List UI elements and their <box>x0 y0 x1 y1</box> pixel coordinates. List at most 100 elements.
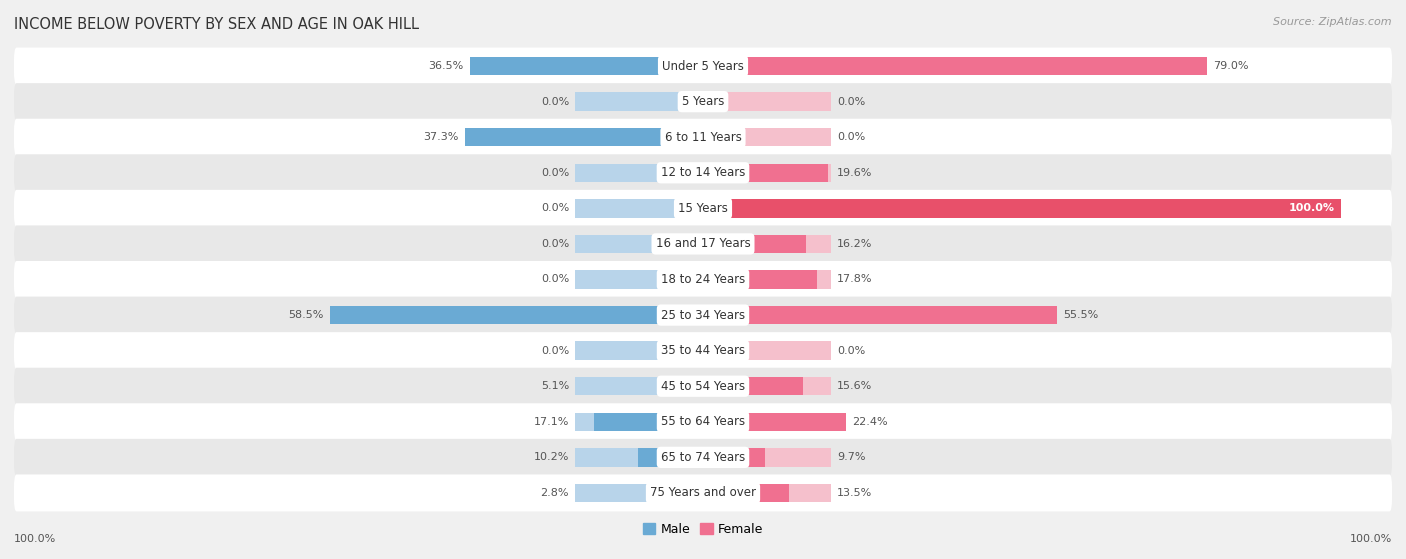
Text: 25 to 34 Years: 25 to 34 Years <box>661 309 745 321</box>
Bar <box>703 448 765 467</box>
Bar <box>703 235 831 253</box>
Text: 5.1%: 5.1% <box>541 381 569 391</box>
Text: 16.2%: 16.2% <box>837 239 872 249</box>
Text: 0.0%: 0.0% <box>541 239 569 249</box>
Bar <box>703 270 817 289</box>
Bar <box>703 235 807 253</box>
Text: 0.0%: 0.0% <box>541 97 569 107</box>
Text: INCOME BELOW POVERTY BY SEX AND AGE IN OAK HILL: INCOME BELOW POVERTY BY SEX AND AGE IN O… <box>14 17 419 32</box>
Bar <box>575 164 703 182</box>
FancyBboxPatch shape <box>14 403 1392 440</box>
Text: 19.6%: 19.6% <box>837 168 872 178</box>
Text: 65 to 74 Years: 65 to 74 Years <box>661 451 745 464</box>
Text: 0.0%: 0.0% <box>541 203 569 214</box>
Text: 55.5%: 55.5% <box>1063 310 1098 320</box>
Text: 13.5%: 13.5% <box>837 488 872 498</box>
Text: 22.4%: 22.4% <box>852 417 889 427</box>
FancyBboxPatch shape <box>14 48 1392 84</box>
Text: 0.0%: 0.0% <box>837 97 865 107</box>
FancyBboxPatch shape <box>14 225 1392 262</box>
FancyBboxPatch shape <box>14 368 1392 405</box>
Text: 15.6%: 15.6% <box>837 381 872 391</box>
Text: 55 to 64 Years: 55 to 64 Years <box>661 415 745 428</box>
Text: 100.0%: 100.0% <box>1350 534 1392 544</box>
FancyBboxPatch shape <box>14 119 1392 156</box>
Text: 35 to 44 Years: 35 to 44 Years <box>661 344 745 357</box>
Bar <box>703 164 828 182</box>
Bar <box>685 484 703 502</box>
Text: 5 Years: 5 Years <box>682 95 724 108</box>
Bar <box>703 342 831 360</box>
Text: Source: ZipAtlas.com: Source: ZipAtlas.com <box>1274 17 1392 27</box>
Text: 0.0%: 0.0% <box>541 274 569 285</box>
Bar <box>703 164 831 182</box>
Text: 37.3%: 37.3% <box>423 132 458 142</box>
Text: 17.8%: 17.8% <box>837 274 873 285</box>
Text: 0.0%: 0.0% <box>541 345 569 356</box>
FancyBboxPatch shape <box>14 297 1392 334</box>
Bar <box>575 199 703 217</box>
Bar <box>470 57 703 75</box>
Text: 12 to 14 Years: 12 to 14 Years <box>661 166 745 179</box>
Bar <box>575 92 703 111</box>
Bar <box>703 377 803 395</box>
Bar <box>575 342 703 360</box>
Text: 79.0%: 79.0% <box>1213 61 1249 71</box>
Bar <box>703 57 1206 75</box>
Text: 17.1%: 17.1% <box>534 417 569 427</box>
Text: 36.5%: 36.5% <box>429 61 464 71</box>
Bar <box>671 377 703 395</box>
Text: 0.0%: 0.0% <box>541 168 569 178</box>
Text: 100.0%: 100.0% <box>1288 203 1334 214</box>
Bar <box>703 413 846 431</box>
Text: 10.2%: 10.2% <box>534 452 569 462</box>
FancyBboxPatch shape <box>14 83 1392 120</box>
FancyBboxPatch shape <box>14 332 1392 369</box>
Bar <box>703 484 789 502</box>
Bar <box>703 270 831 289</box>
Text: 58.5%: 58.5% <box>288 310 323 320</box>
Bar <box>575 306 703 324</box>
Bar <box>575 413 703 431</box>
Bar <box>638 448 703 467</box>
Text: 15 Years: 15 Years <box>678 202 728 215</box>
Bar <box>703 57 831 75</box>
Bar <box>703 484 831 502</box>
Text: 75 Years and over: 75 Years and over <box>650 486 756 499</box>
FancyBboxPatch shape <box>14 190 1392 227</box>
Text: 0.0%: 0.0% <box>837 132 865 142</box>
Text: 100.0%: 100.0% <box>14 534 56 544</box>
Text: 0.0%: 0.0% <box>837 345 865 356</box>
Bar <box>330 306 703 324</box>
Text: 9.7%: 9.7% <box>837 452 866 462</box>
Bar <box>575 484 703 502</box>
Bar <box>703 448 831 467</box>
Bar <box>703 306 1057 324</box>
Text: Under 5 Years: Under 5 Years <box>662 60 744 73</box>
Bar <box>465 128 703 146</box>
Text: 16 and 17 Years: 16 and 17 Years <box>655 238 751 250</box>
Bar <box>575 377 703 395</box>
Bar <box>703 413 831 431</box>
Text: 6 to 11 Years: 6 to 11 Years <box>665 131 741 144</box>
Legend: Male, Female: Male, Female <box>638 518 768 541</box>
Bar <box>703 199 1341 217</box>
Bar <box>575 448 703 467</box>
FancyBboxPatch shape <box>14 475 1392 511</box>
Bar <box>703 92 831 111</box>
FancyBboxPatch shape <box>14 439 1392 476</box>
Bar <box>575 128 703 146</box>
Bar <box>575 235 703 253</box>
Bar <box>575 270 703 289</box>
Bar <box>593 413 703 431</box>
Bar <box>703 377 831 395</box>
Bar <box>703 128 831 146</box>
Bar <box>575 57 703 75</box>
Bar <box>703 199 831 217</box>
Text: 18 to 24 Years: 18 to 24 Years <box>661 273 745 286</box>
FancyBboxPatch shape <box>14 154 1392 191</box>
Text: 2.8%: 2.8% <box>540 488 569 498</box>
FancyBboxPatch shape <box>14 261 1392 298</box>
Text: 45 to 54 Years: 45 to 54 Years <box>661 380 745 393</box>
Bar <box>703 306 831 324</box>
